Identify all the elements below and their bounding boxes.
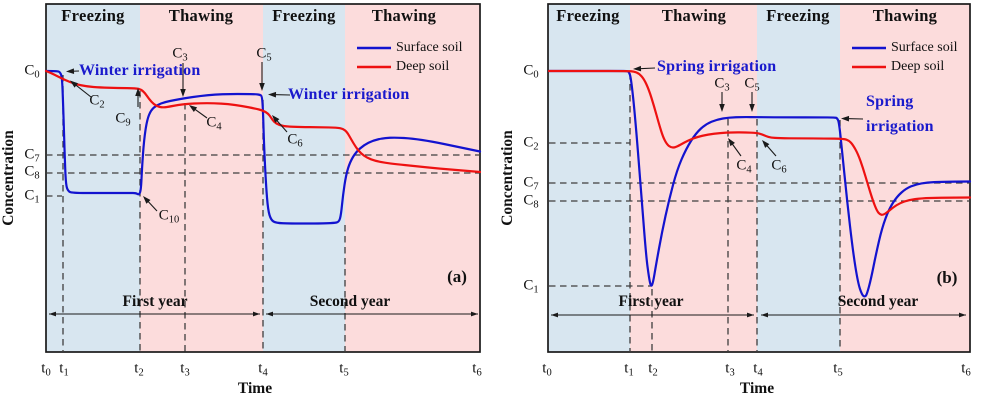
x-tick-t4-b: t4 (753, 360, 763, 379)
band-label-freezing-a2: Freezing (272, 6, 336, 25)
x-tick-t0-a: t0 (41, 360, 51, 379)
x-tick-t3-b: t3 (725, 360, 735, 379)
y-level-label-c1-b: C1 (523, 277, 539, 296)
y-level-label-c7-b: C7 (523, 174, 539, 193)
x-tick-t5-a: t5 (339, 360, 349, 379)
x-axis-label-time-b: Time (739, 380, 775, 397)
point-label-c4-a: C4 (206, 114, 222, 133)
point-label-c3-b: C3 (714, 75, 730, 94)
y-level-label-c0-b: C0 (523, 62, 539, 81)
band-label-thawing-b1: Thawing (661, 6, 727, 25)
x-tick-t3-a: t3 (180, 360, 190, 379)
band-label-freezing-b1: Freezing (556, 6, 620, 25)
annotation-spring-irrigation-1: Spring irrigation (657, 58, 777, 75)
annotation-winter-irrigation-1: Winter irrigation (79, 62, 201, 79)
legend-label-surface-soil-b: Surface soil (891, 40, 958, 55)
point-label-c3-a: C3 (172, 45, 188, 64)
year-label-second-b: Second year (837, 293, 919, 310)
band-label-freezing-a1: Freezing (61, 6, 125, 25)
x-tick-t6-b: t6 (961, 360, 971, 379)
point-label-c6-b: C6 (771, 157, 787, 176)
x-tick-t0-b: t0 (542, 360, 552, 379)
legend-label-surface-soil-a: Surface soil (396, 40, 463, 55)
point-label-c5-b: C5 (744, 75, 760, 94)
year-label-first-b: First year (618, 293, 684, 310)
y-level-label-c8-b: C8 (523, 192, 539, 211)
y-level-label-c7-a: C7 (24, 146, 40, 165)
band-label-thawing-a1: Thawing (168, 6, 234, 25)
x-tick-t1-b: t1 (624, 360, 634, 379)
y-level-label-c1-a: C1 (24, 187, 40, 206)
x-tick-t2-a: t2 (134, 360, 144, 379)
point-label-c2-a: C2 (89, 92, 105, 111)
band-label-thawing-a2: Thawing (371, 6, 437, 25)
y-level-label-c0-a: C0 (24, 62, 40, 81)
year-label-second-a: Second year (309, 293, 391, 310)
x-axis-label-time-a: Time (237, 380, 273, 397)
band-label-thawing-b2: Thawing (872, 6, 938, 25)
point-label-c9-a: C9 (115, 110, 131, 129)
point-label-c4-b: C4 (736, 157, 752, 176)
annotation-winter-irrigation-2: Winter irrigation (288, 86, 410, 103)
year-label-first-a: First year (122, 293, 188, 310)
annotation-spring-irrigation-2: Spring irrigation (866, 93, 934, 135)
x-tick-t4-a: t4 (258, 360, 268, 379)
y-axis-label-concentration-b: Concentration (499, 130, 516, 226)
legend-label-deep-soil-b: Deep soil (891, 59, 945, 74)
x-tick-t6-a: t6 (472, 360, 482, 379)
y-level-label-c8-a: C8 (24, 163, 40, 182)
point-label-c6-a: C6 (287, 131, 303, 150)
y-level-label-c2-b: C2 (523, 134, 539, 153)
x-tick-t5-b: t5 (833, 360, 843, 379)
band-label-freezing-b2: Freezing (766, 6, 830, 25)
panel-tag-b: (b) (936, 268, 958, 287)
x-tick-t1-a: t1 (59, 360, 69, 379)
panel-tag-a: (a) (447, 267, 467, 286)
point-label-c5-a: C5 (256, 45, 272, 64)
x-tick-t2-b: t2 (648, 360, 658, 379)
y-axis-label-concentration-a: Concentration (0, 130, 17, 226)
legend-label-deep-soil-a: Deep soil (396, 59, 450, 74)
point-label-c10-a: C10 (158, 207, 180, 226)
